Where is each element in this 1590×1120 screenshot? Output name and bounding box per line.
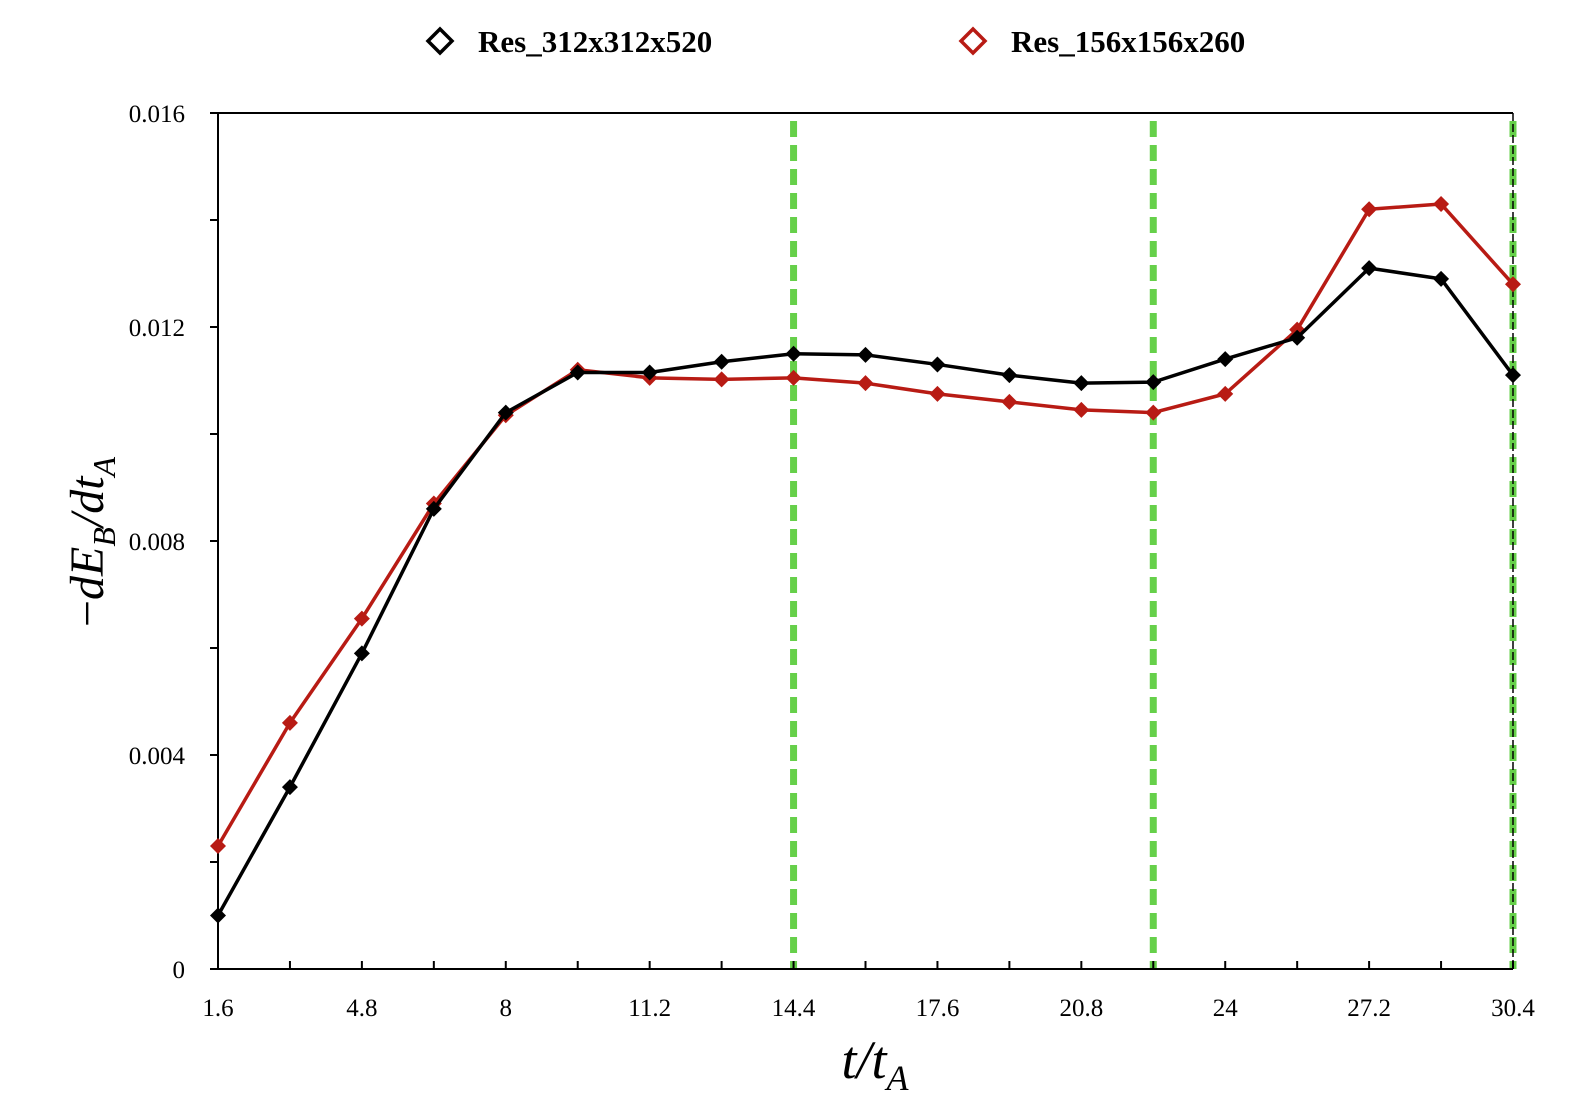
x-tick-label: 27.2 [1347, 995, 1391, 1022]
x-tick-label: 8 [500, 995, 513, 1022]
data-point [1217, 385, 1234, 402]
data-point [785, 345, 802, 362]
data-point [425, 500, 442, 517]
data-point [1001, 393, 1018, 410]
series-Res_156x156x260 [210, 195, 1521, 854]
data-point [1361, 201, 1378, 218]
data-point [1289, 329, 1306, 346]
x-tick-label: 20.8 [1059, 995, 1103, 1022]
legend-marker-diamond [425, 26, 455, 56]
legend-label: Res_156x156x260 [1011, 24, 1245, 59]
x-tick-label: 24 [1213, 995, 1239, 1022]
x-axis-title-main: t/t [841, 1030, 888, 1090]
data-point [713, 353, 730, 370]
data-point [1145, 374, 1162, 391]
y-axis-title-dt: /dt [61, 475, 114, 530]
data-point [1505, 276, 1521, 293]
legend-label: Res_312x312x520 [478, 24, 712, 59]
data-point [569, 364, 586, 381]
data-point [353, 645, 370, 662]
x-tick-label: 30.4 [1491, 995, 1535, 1022]
axes: 0 0.004 0.008 0.012 0.016 1.6 4.8 8 11.2 14.4 17.6… [129, 101, 1536, 1022]
y-axis-title-minus: − [61, 600, 114, 627]
data-point [1073, 401, 1090, 418]
data-point [210, 837, 226, 854]
vertical-markers [790, 121, 1517, 969]
series-Res_312x312x520 [210, 260, 1521, 924]
x-tick-label: 11.2 [628, 995, 671, 1022]
data-point [210, 907, 226, 924]
y-tick-label: 0 [173, 957, 186, 984]
data-point [1361, 260, 1378, 277]
data-point [713, 371, 730, 388]
data-point [1145, 404, 1162, 421]
y-tick-label: 0.016 [129, 101, 185, 128]
data-point [857, 375, 874, 392]
y-axis-title: −dEB/dtA [61, 456, 122, 627]
data-point [281, 779, 298, 796]
y-tick-label: 0.008 [129, 529, 185, 556]
data-point [497, 404, 514, 421]
data-point [929, 385, 946, 402]
data-point [281, 714, 298, 731]
series-line [216, 202, 1515, 847]
data-point [1217, 351, 1234, 368]
data-point [785, 369, 802, 386]
x-tick-label: 17.6 [916, 995, 960, 1022]
x-tick-label: 1.6 [202, 995, 233, 1022]
data-point [1073, 375, 1090, 392]
data-point [929, 356, 946, 373]
x-axis-title-sub-A: A [885, 1058, 910, 1098]
data-point [353, 610, 370, 627]
x-axis-title: t/tA [841, 1030, 909, 1098]
data-point [1433, 195, 1450, 212]
data-point [857, 346, 874, 363]
legend-marker-diamond [958, 26, 988, 56]
series-layer [210, 195, 1521, 924]
data-point [1505, 367, 1521, 384]
data-point [641, 364, 658, 381]
legend-item: Res_312x312x520 [425, 24, 712, 59]
legend: Res_312x312x520 Res_156x156x260 [425, 24, 1245, 59]
legend-item: Res_156x156x260 [958, 24, 1245, 59]
x-tick-label: 14.4 [772, 995, 816, 1022]
x-tick-label: 4.8 [346, 995, 377, 1022]
y-tick-label: 0.004 [129, 743, 186, 770]
data-point [1433, 270, 1450, 287]
y-tick-label: 0.012 [129, 315, 185, 342]
series-line [216, 266, 1515, 917]
y-axis-title-dE: dE [61, 547, 114, 600]
data-point [1001, 367, 1018, 384]
y-axis-title-sub-B: B [86, 527, 122, 547]
y-axis-title-sub-A: A [86, 456, 122, 478]
